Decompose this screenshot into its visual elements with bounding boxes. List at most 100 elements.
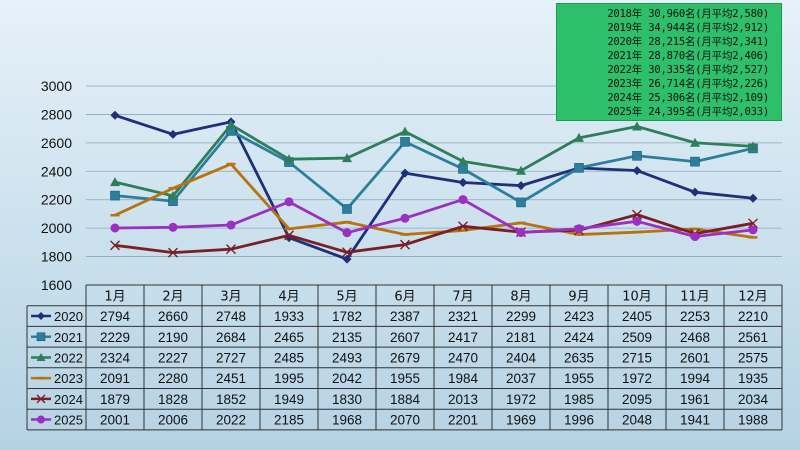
table-cell: 2404	[506, 350, 537, 365]
series-label: 2022	[54, 350, 83, 365]
table-cell: 2299	[506, 309, 536, 324]
table-cell: 1852	[216, 392, 246, 407]
table-cell: 1994	[680, 371, 711, 386]
x-tick-label: 11月	[680, 289, 710, 304]
series-label: 2021	[54, 330, 83, 345]
series-2022	[110, 119, 758, 200]
table-cell: 2451	[216, 371, 246, 386]
y-tick-label: 2000	[41, 220, 72, 236]
y-tick-label: 2400	[41, 163, 72, 179]
data-point	[632, 166, 642, 176]
data-point	[632, 216, 642, 226]
data-point	[284, 230, 294, 241]
y-tick-label: 2800	[41, 106, 72, 122]
table-cell: 1969	[506, 413, 536, 428]
table-cell: 2575	[738, 350, 768, 365]
table-cell: 2493	[332, 350, 362, 365]
series-line	[114, 213, 754, 254]
data-point	[37, 312, 45, 321]
data-point	[516, 228, 526, 238]
series-line	[114, 129, 754, 211]
series-lines	[110, 110, 758, 264]
table-cell: 2095	[622, 392, 652, 407]
data-point	[690, 156, 700, 167]
table-cell: 1955	[564, 371, 594, 386]
x-tick-label: 10月	[622, 289, 652, 304]
data-point	[400, 126, 410, 136]
data-point	[400, 239, 410, 250]
data-point	[690, 232, 700, 242]
table-cell: 1879	[100, 392, 130, 407]
series-2025	[110, 195, 758, 242]
data-point	[168, 222, 178, 232]
table-cell: 1996	[564, 413, 594, 428]
table-cell: 2660	[158, 309, 188, 324]
annual-summary-box: 2018年 30,960名(月平均2,580) 2019年 34,944名(月平…	[556, 3, 782, 121]
data-point	[458, 221, 468, 232]
table-cell: 1830	[332, 392, 362, 407]
summary-line-2024: 2024年 25,306名(月平均2,109)	[607, 92, 769, 104]
data-point	[574, 224, 584, 234]
data-point	[748, 218, 758, 229]
table-cell: 2405	[622, 309, 652, 324]
data-point	[110, 190, 120, 201]
data-point	[632, 150, 642, 161]
data-point	[632, 121, 642, 131]
table-cell: 2190	[158, 330, 188, 345]
data-point	[574, 163, 584, 173]
summary-line-2018: 2018年 30,960名(月平均2,580)	[607, 8, 769, 20]
data-point	[342, 153, 352, 163]
data-point	[226, 220, 236, 230]
data-point	[748, 225, 758, 235]
series-2023	[110, 162, 758, 239]
data-point	[400, 168, 410, 178]
table-cell: 1949	[274, 392, 304, 407]
table-cell: 1782	[332, 309, 362, 324]
summary-line-2021: 2021年 28,870名(月平均2,406)	[607, 50, 769, 62]
series-line	[114, 162, 754, 239]
data-point	[36, 332, 46, 342]
data-point	[110, 223, 120, 233]
series-2024	[110, 209, 758, 258]
data-point	[110, 110, 120, 120]
data-point	[110, 240, 120, 251]
table-cell: 2465	[274, 330, 304, 345]
data-point	[458, 178, 468, 188]
table-cell: 1828	[158, 392, 188, 407]
series-label: 2024	[54, 392, 83, 407]
table-cell: 1961	[680, 392, 710, 407]
table-cell: 2387	[390, 309, 420, 324]
data-point	[574, 132, 584, 142]
x-tick-label: 7月	[452, 289, 473, 304]
y-tick-label: 2200	[41, 192, 72, 208]
table-cell: 2070	[390, 413, 420, 428]
summary-line-2020: 2020年 28,215名(月平均2,341)	[607, 36, 769, 48]
data-point	[516, 197, 526, 208]
y-tick-label: 3000	[41, 78, 72, 94]
data-point	[284, 154, 294, 164]
table-cell: 1972	[622, 371, 652, 386]
x-tick-label: 3月	[220, 289, 241, 304]
y-axis: 1600 1800 2000 2200 2400 2600 2800 3000	[41, 78, 72, 293]
series-label: 2020	[54, 309, 83, 324]
series-2021	[110, 126, 758, 214]
table-cell: 2181	[506, 330, 536, 345]
x-tick-label: 6月	[394, 289, 415, 304]
data-point	[168, 129, 178, 139]
y-tick-label: 1600	[41, 277, 72, 293]
summary-line-2025: 2025年 24,395名(月平均2,033)	[607, 106, 769, 118]
table-cell: 2423	[564, 309, 594, 324]
table-cell: 1985	[564, 392, 594, 407]
table-cell: 1935	[738, 371, 768, 386]
table-cell: 2013	[448, 392, 478, 407]
summary-line-2019: 2019年 34,944名(月平均2,912)	[607, 22, 769, 34]
summary-line-2023: 2023年 26,714名(月平均2,226)	[607, 78, 769, 90]
table-cell: 2561	[738, 330, 768, 345]
table-cell: 2684	[216, 330, 247, 345]
data-point	[110, 177, 120, 187]
data-table: 1月 2月 3月 4月 5月 6月 7月 8月 9月 10月 11月 12月 2020 2794 2660 2…	[26, 284, 783, 431]
data-point	[748, 141, 758, 151]
table-cell: 2135	[332, 330, 362, 345]
table-cell: 2001	[100, 413, 130, 428]
